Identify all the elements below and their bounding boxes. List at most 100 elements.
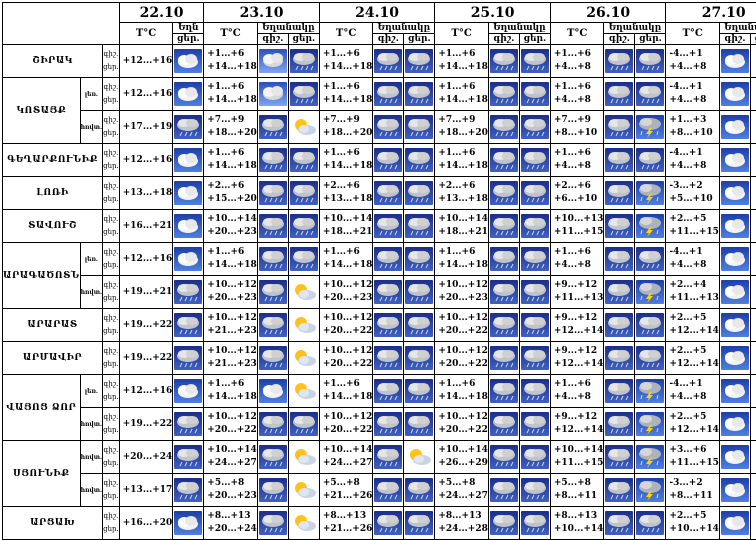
- temp-header: T°C: [119, 23, 173, 45]
- sun-cloud-icon: [290, 478, 318, 502]
- temperature-value: +16...+21: [123, 220, 173, 233]
- rain-cloud-icon: [259, 412, 287, 436]
- rain-cloud-icon: [605, 511, 633, 535]
- temperature-value: +8...+10: [669, 127, 719, 140]
- cloudy-icon: [721, 49, 749, 73]
- temperature-cell: +10...+12+20...+22: [435, 342, 489, 375]
- cloudy-icon: [721, 313, 749, 337]
- weather-icon-cell: [288, 474, 319, 507]
- temperature-value: +14...+18: [323, 61, 373, 74]
- day-label: ցեր.: [103, 490, 119, 503]
- temperature-cell: +12...+16: [119, 45, 173, 78]
- sun-cloud-icon: [290, 313, 318, 337]
- rain-cloud-icon: [405, 280, 433, 304]
- cloudy-icon: [721, 181, 749, 205]
- temperature-cell: +10...+12+20...+22: [319, 309, 373, 342]
- rain-cloud-icon: [374, 379, 402, 403]
- temperature-cell: -4...+1+4...+8: [666, 144, 720, 177]
- weather-icon-cell: [719, 276, 750, 309]
- temp-header: T°C: [666, 23, 720, 45]
- temperature-value: +18...+20: [438, 127, 488, 140]
- day-part-header: ցեր.: [173, 34, 204, 45]
- sun-cloud-icon: [752, 346, 756, 370]
- temperature-value: -4...+1: [669, 147, 719, 160]
- temperature-value: +21...+26: [323, 490, 373, 503]
- temperature-value: +11...+15: [669, 226, 719, 239]
- temperature-value: +1...+6: [438, 147, 488, 160]
- weather-icon-cell: [257, 144, 288, 177]
- temperature-cell: +1...+6+14...+18: [435, 78, 489, 111]
- temperature-cell: +7...+9+8...+10: [550, 111, 604, 144]
- temperature-value: +1...+6: [207, 48, 257, 61]
- temperature-cell: +5...+8+24...+27: [435, 474, 489, 507]
- rain-cloud-icon: [405, 313, 433, 337]
- region-name: ԱՐԱԳԱԾՈՏՆ: [3, 243, 81, 309]
- temperature-value: +1...+3: [669, 114, 719, 127]
- rain-cloud-icon: [290, 181, 318, 205]
- rain-cloud-icon: [636, 346, 664, 370]
- temp-header: T°C: [550, 23, 604, 45]
- rain-cloud-icon: [521, 115, 549, 139]
- rain-cloud-icon: [521, 247, 549, 271]
- temperature-value: +5...+8: [323, 477, 373, 490]
- weather-icon-cell: [373, 210, 404, 243]
- region-name: ԳԵՂԱՐՔՈՒՆԻՔ: [3, 144, 103, 177]
- temperature-cell: +10...+14+18...+21: [435, 210, 489, 243]
- weather-icon-cell: [604, 144, 635, 177]
- weather-icon-cell: [257, 474, 288, 507]
- night-day-label: գիշ.ցեր.: [103, 408, 120, 441]
- temperature-cell: +10...+14+20...+23: [204, 210, 258, 243]
- rain-cloud-icon: [405, 49, 433, 73]
- weather-icon-cell: [750, 177, 756, 210]
- cloudy-icon: [721, 445, 749, 469]
- temp-header: T°C: [204, 23, 258, 45]
- rain-cloud-icon: [636, 511, 664, 535]
- temperature-value: +4...+8: [669, 94, 719, 107]
- rain-cloud-icon: [259, 445, 287, 469]
- cloudy-icon: [721, 478, 749, 502]
- temperature-value: +1...+6: [323, 147, 373, 160]
- temperature-value: +24...+27: [438, 490, 488, 503]
- day-label: ցեր.: [103, 457, 119, 470]
- temperature-value: +10...+14: [207, 444, 257, 457]
- rain-cloud-icon: [521, 511, 549, 535]
- temperature-value: +4...+8: [554, 61, 604, 74]
- rain-cloud-icon: [521, 346, 549, 370]
- temperature-cell: +8...+13+21...+26: [319, 507, 373, 540]
- rain-cloud-icon: [405, 478, 433, 502]
- temperature-value: +4...+8: [554, 391, 604, 404]
- temperature-value: +9...+12: [554, 411, 604, 424]
- weather-icon-cell: [404, 474, 435, 507]
- weather-icon-cell: [288, 375, 319, 408]
- temperature-value: +10...+12: [323, 312, 373, 325]
- temperature-value: +14...+18: [438, 94, 488, 107]
- weather-icon-cell: [719, 111, 750, 144]
- temperature-cell: +9...+12+11...+13: [550, 276, 604, 309]
- rain-cloud-icon: [290, 247, 318, 271]
- rain-cloud-icon: [521, 82, 549, 106]
- temperature-value: +2...+6: [554, 180, 604, 193]
- rain-cloud-icon: [605, 280, 633, 304]
- sun-cloud-icon: [752, 214, 756, 238]
- temperature-cell: +1...+6+14...+18: [204, 243, 258, 276]
- weather-header: Եղանակը: [604, 23, 666, 34]
- rain-cloud-icon: [374, 412, 402, 436]
- temperature-cell: +1...+6+14...+18: [435, 375, 489, 408]
- weather-icon-cell: [404, 309, 435, 342]
- night-label: գիշ.: [103, 81, 119, 94]
- weather-icon-cell: [257, 177, 288, 210]
- day-label: ցեր.: [103, 94, 119, 107]
- temperature-value: +2...+5: [669, 213, 719, 226]
- temperature-value: +2...+5: [669, 411, 719, 424]
- temperature-cell: +8...+13+20...+24: [204, 507, 258, 540]
- corner-cell: [3, 3, 120, 45]
- temperature-value: +1...+6: [438, 48, 488, 61]
- temperature-value: +1...+6: [207, 147, 257, 160]
- temperature-cell: +1...+6+14...+18: [319, 375, 373, 408]
- weather-icon-cell: [173, 276, 204, 309]
- weather-icon-cell: [257, 45, 288, 78]
- rain-cloud-icon: [174, 412, 202, 436]
- weather-icon-cell: [719, 474, 750, 507]
- day-header: 23.10: [204, 3, 320, 23]
